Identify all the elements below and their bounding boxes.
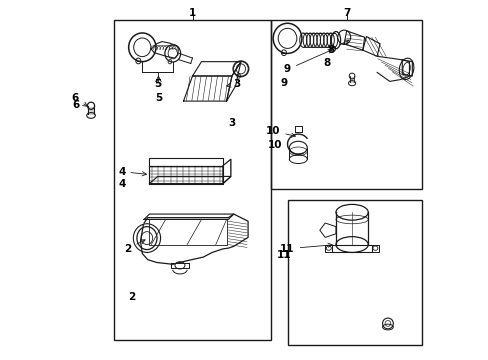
Text: 1: 1 (188, 8, 196, 18)
Text: 9: 9 (280, 78, 287, 88)
Text: 7: 7 (342, 8, 350, 18)
Text: 8: 8 (323, 58, 330, 68)
Text: 2: 2 (124, 240, 145, 254)
Text: 5: 5 (154, 79, 161, 89)
Bar (113, 21, 271, 339)
Text: 10: 10 (265, 126, 295, 137)
Text: 4: 4 (118, 167, 146, 177)
Text: 5: 5 (155, 93, 162, 103)
Text: 9: 9 (284, 49, 332, 75)
Bar (271, 21, 421, 189)
Text: 11: 11 (276, 250, 290, 260)
Text: 11: 11 (280, 243, 331, 254)
Text: 3: 3 (228, 118, 235, 128)
Text: 2: 2 (128, 292, 135, 302)
Text: 6: 6 (72, 100, 80, 110)
Text: 8: 8 (326, 40, 348, 55)
Text: 6: 6 (71, 93, 87, 106)
Bar (287, 200, 421, 345)
Text: 4: 4 (118, 179, 125, 189)
Text: 3: 3 (226, 79, 241, 89)
Text: 10: 10 (267, 140, 282, 150)
